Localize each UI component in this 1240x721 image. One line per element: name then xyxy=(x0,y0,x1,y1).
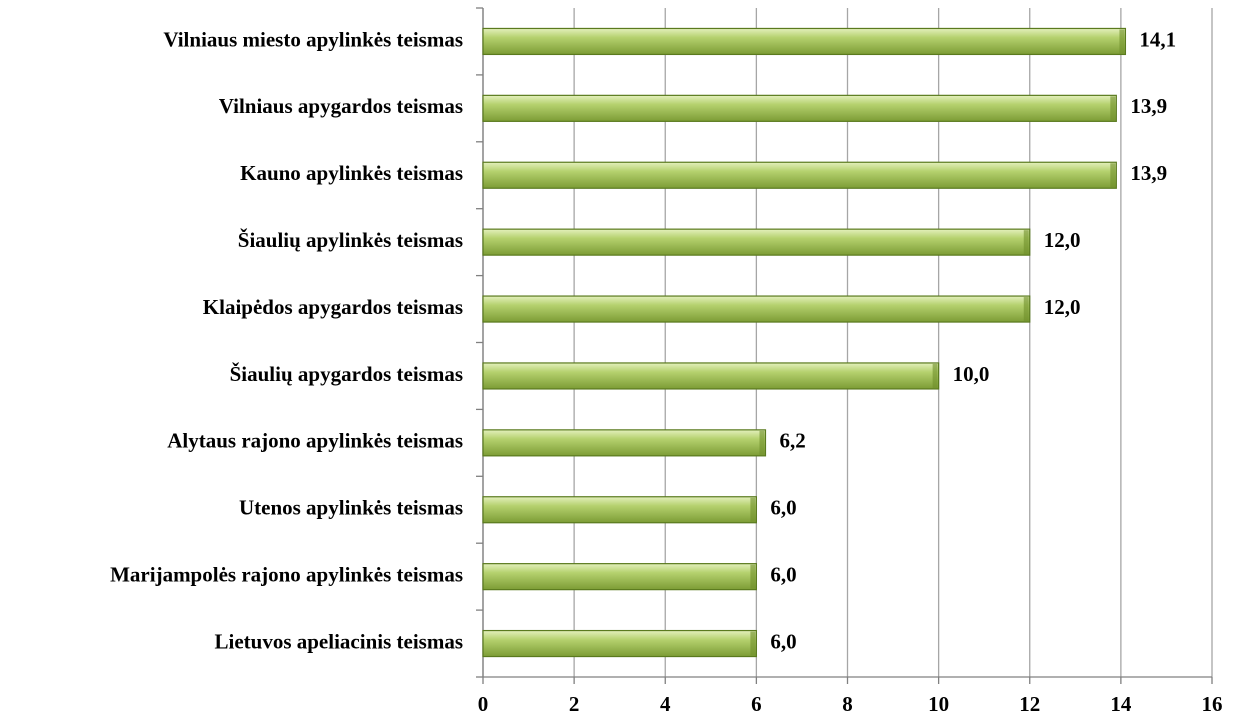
bar-bevel xyxy=(1110,163,1116,188)
value-label: 10,0 xyxy=(953,362,990,386)
bar xyxy=(482,94,1117,122)
y-tick-label: Šiaulių apygardos teismas xyxy=(230,362,463,386)
x-tick-label: 0 xyxy=(478,692,489,716)
bar-bevel xyxy=(750,497,756,522)
bar-bevel xyxy=(1110,96,1116,121)
value-label: 6,0 xyxy=(770,629,796,653)
bar xyxy=(482,429,767,457)
y-tick-label: Marijampolės rajono apylinkės teismas xyxy=(110,562,463,586)
bar-bevel xyxy=(750,631,756,656)
bar xyxy=(482,496,757,524)
y-tick-label: Klaipėdos apygardos teismas xyxy=(203,295,463,319)
bar-bevel xyxy=(759,430,765,455)
value-label: 13,9 xyxy=(1130,94,1167,118)
y-tick-label: Šiaulių apylinkės teismas xyxy=(238,228,463,252)
x-tick-label: 2 xyxy=(569,692,580,716)
bar xyxy=(482,563,757,591)
bar-bevel xyxy=(932,363,938,388)
value-label: 6,0 xyxy=(770,562,796,586)
x-tick-label: 4 xyxy=(660,692,671,716)
bar-bevel xyxy=(1119,29,1125,54)
y-tick-label: Vilniaus apygardos teismas xyxy=(219,94,463,118)
x-tick-label: 12 xyxy=(1019,692,1040,716)
x-tick-label: 10 xyxy=(928,692,949,716)
bar xyxy=(482,362,940,390)
value-label: 12,0 xyxy=(1044,228,1081,252)
y-tick-label: Vilniaus miesto apylinkės teismas xyxy=(163,27,463,51)
y-tick-label: Kauno apylinkės teismas xyxy=(240,161,463,185)
bar xyxy=(482,27,1127,56)
y-tick-label: Lietuvos apeliacinis teismas xyxy=(214,629,463,653)
bar-bevel xyxy=(1023,230,1029,255)
bar-bevel xyxy=(750,564,756,589)
bar xyxy=(482,295,1031,323)
bar xyxy=(482,629,757,658)
bar-bevel xyxy=(1023,297,1029,322)
x-tick-label: 14 xyxy=(1110,692,1132,716)
value-label: 6,0 xyxy=(770,496,796,520)
value-label: 12,0 xyxy=(1044,295,1081,319)
value-label: 14,1 xyxy=(1139,27,1176,51)
bar xyxy=(482,161,1117,189)
y-tick-label: Alytaus rajono apylinkės teismas xyxy=(167,429,463,453)
value-label: 6,2 xyxy=(779,429,805,453)
x-tick-label: 8 xyxy=(842,692,853,716)
x-tick-label: 6 xyxy=(751,692,762,716)
x-tick-label: 16 xyxy=(1202,692,1223,716)
y-tick-label: Utenos apylinkės teismas xyxy=(239,496,463,520)
value-label: 13,9 xyxy=(1130,161,1167,185)
bar xyxy=(482,228,1031,256)
